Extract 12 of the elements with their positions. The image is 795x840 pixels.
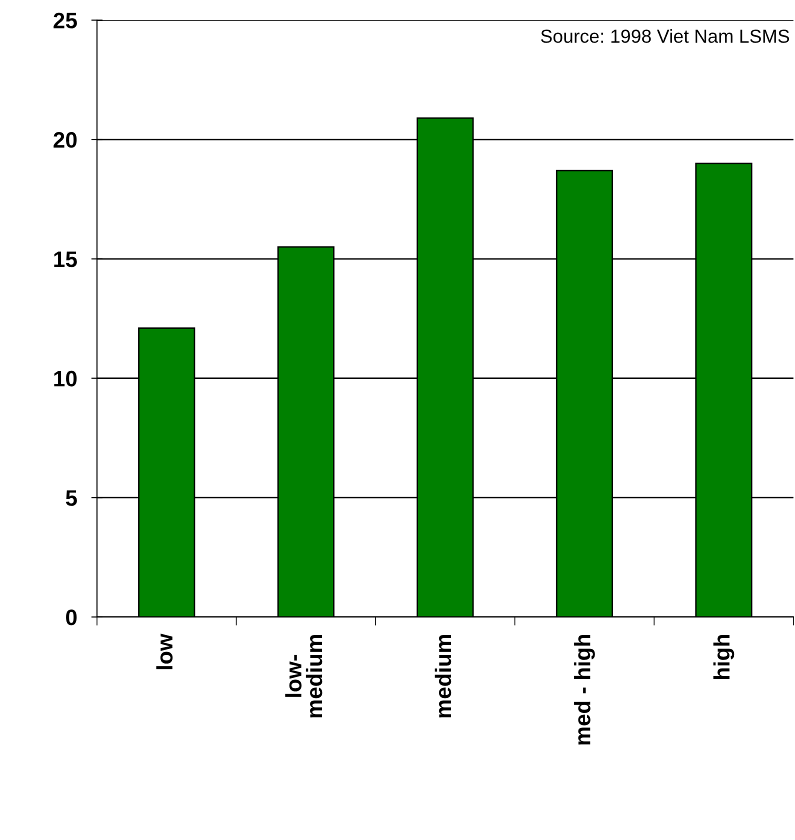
y-tick-label: 20: [54, 132, 77, 148]
y-tick-label: 10: [54, 370, 77, 387]
x-tick-label: med - high: [574, 635, 595, 745]
y-tick-label: 15: [54, 252, 77, 268]
y-tick-label: 5: [66, 490, 77, 506]
y-tick-label: 0: [66, 610, 77, 626]
x-tick-label: medium: [434, 635, 452, 718]
x-tick-label: high: [713, 635, 734, 679]
x-tick-label: low- medium: [285, 635, 322, 718]
x-tick-label: low: [156, 634, 173, 670]
annotation: Source: 1998 Viet Nam LSMS: [541, 29, 790, 43]
y-tick-label: 25: [54, 12, 77, 28]
